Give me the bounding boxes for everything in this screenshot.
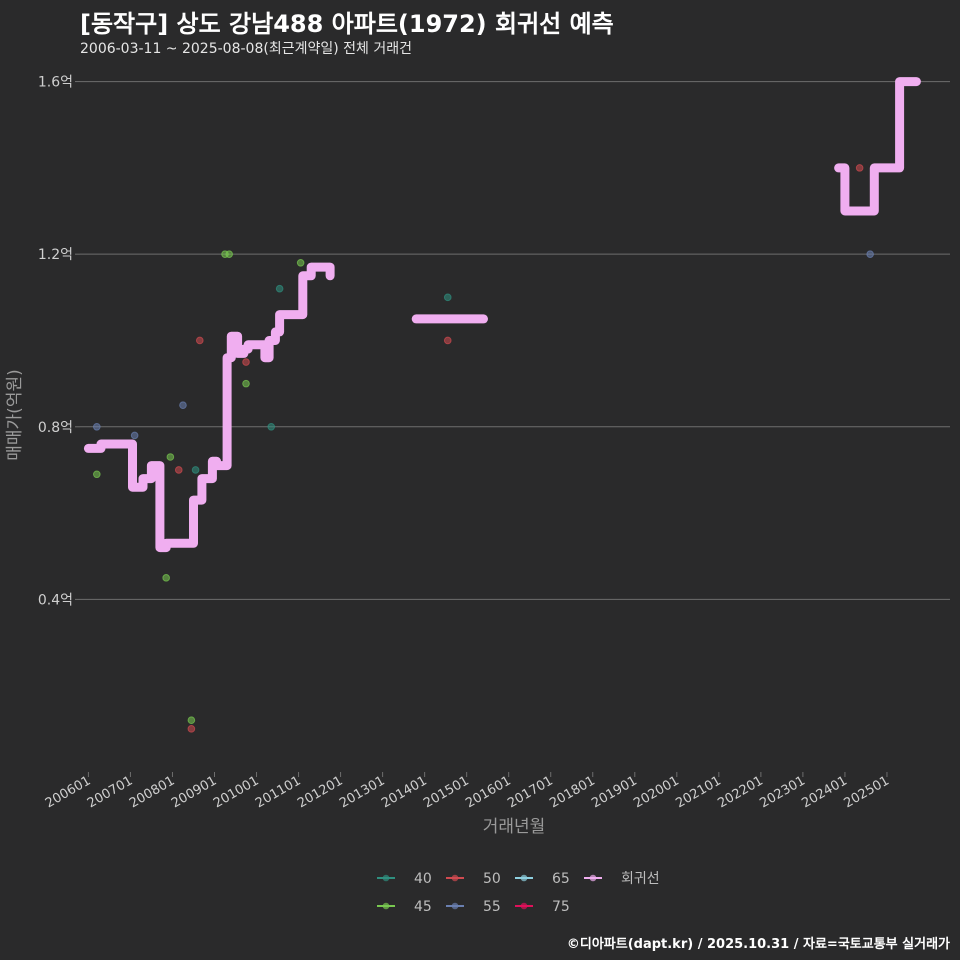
legend-key-dot: [382, 874, 390, 882]
legend-item-55: 55: [446, 899, 501, 915]
legend-item-50: 50: [446, 871, 501, 887]
x-tick-label: 202101: [673, 773, 723, 811]
x-tick-label: 201001: [211, 773, 261, 811]
x-tick-label: 201401: [379, 773, 429, 811]
legend-key-dot: [589, 874, 597, 882]
x-tick-label: 201601: [463, 773, 513, 811]
x-axis: 2006012007012008012009012010012011012012…: [43, 772, 892, 811]
data-point-40: [191, 466, 200, 474]
source-caption: ©디아파트(dapt.kr) / 2025.10.31 / 자료=국토교통부 실…: [566, 937, 950, 952]
data-point-50: [443, 336, 452, 345]
x-tick-label: 202201: [715, 773, 765, 811]
x-tick-label: 201701: [505, 773, 555, 811]
x-tick-label: 200801: [127, 773, 177, 811]
data-point-55: [179, 401, 187, 410]
y-axis-title: 매매가(억원): [5, 369, 25, 460]
data-point-55: [130, 431, 139, 440]
chart-title: [동작구] 상도 강남488 아파트(1972) 회귀선 예측: [80, 10, 614, 38]
x-tick-label: 200601: [43, 773, 93, 811]
data-point-50: [195, 336, 204, 345]
x-tick-label: 201501: [421, 773, 471, 811]
data-point-45: [187, 716, 196, 725]
data-point-45: [225, 250, 234, 258]
data-point-55: [93, 422, 101, 431]
data-point-45: [296, 259, 305, 267]
data-point-40: [275, 284, 284, 293]
data-point-50: [242, 358, 250, 366]
data-point-50: [174, 466, 183, 474]
x-tick-label: 201301: [337, 773, 387, 811]
gridlines: [80, 81, 950, 600]
data-point-45: [162, 574, 170, 582]
x-tick-label: 202501: [841, 773, 891, 811]
legend-label: 45: [414, 899, 432, 915]
regression-line: [83, 262, 335, 553]
x-tick-label: 200701: [85, 773, 135, 811]
x-tick-label: 202001: [631, 773, 681, 811]
x-tick-label: 200901: [169, 773, 219, 811]
legend-item-45: 45: [377, 899, 432, 915]
y-axis: 0.4억 0.8억 1.2억 1.6억: [38, 75, 80, 608]
legend-item-40: 40: [377, 871, 432, 887]
data-point-40: [267, 422, 276, 431]
legend-label: 65: [552, 871, 570, 887]
legend-key-dot: [382, 902, 390, 910]
y-tick-label: 1.6억: [38, 75, 73, 91]
legend-label: 회귀선: [621, 871, 660, 887]
x-tick-label: 201101: [253, 773, 303, 811]
data-point-55: [866, 250, 874, 258]
data-point-50: [855, 164, 864, 172]
data-point-45: [166, 453, 175, 461]
x-axis-title: 거래년월: [483, 817, 546, 837]
data-point-45: [93, 470, 101, 479]
x-tick-label: 201801: [547, 773, 597, 811]
data-point-50: [187, 725, 196, 733]
legend-label: 50: [483, 871, 501, 887]
legend-key-dot: [520, 902, 528, 910]
legend-label: 40: [414, 871, 432, 887]
data-points: [93, 164, 874, 733]
y-tick-label: 0.8억: [38, 420, 73, 436]
legend-key-dot: [451, 874, 459, 882]
legend-label: 75: [552, 899, 570, 915]
legend-item-reg: 회귀선: [584, 871, 660, 887]
legend-item-75: 75: [515, 899, 570, 915]
regression-line: [834, 77, 921, 216]
legend-item-65: 65: [515, 871, 570, 887]
regression-lines: [83, 77, 921, 553]
data-point-40: [443, 293, 452, 302]
x-tick-label: 202301: [757, 773, 807, 811]
chart-subtitle: 2006-03-11 ~ 2025-08-08(최근계약일) 전체 거래건: [80, 41, 412, 57]
y-tick-label: 0.4억: [38, 592, 73, 608]
y-tick-label: 1.2억: [38, 247, 73, 263]
x-tick-label: 202401: [799, 773, 849, 811]
data-point-45: [242, 379, 250, 388]
legend: 40 45 50 55 65 75 회귀선: [377, 871, 660, 915]
legend-key-dot: [520, 874, 528, 882]
x-tick-label: 201201: [295, 773, 345, 811]
legend-label: 55: [483, 899, 501, 915]
x-tick-label: 201901: [589, 773, 639, 811]
legend-key-dot: [451, 902, 459, 910]
